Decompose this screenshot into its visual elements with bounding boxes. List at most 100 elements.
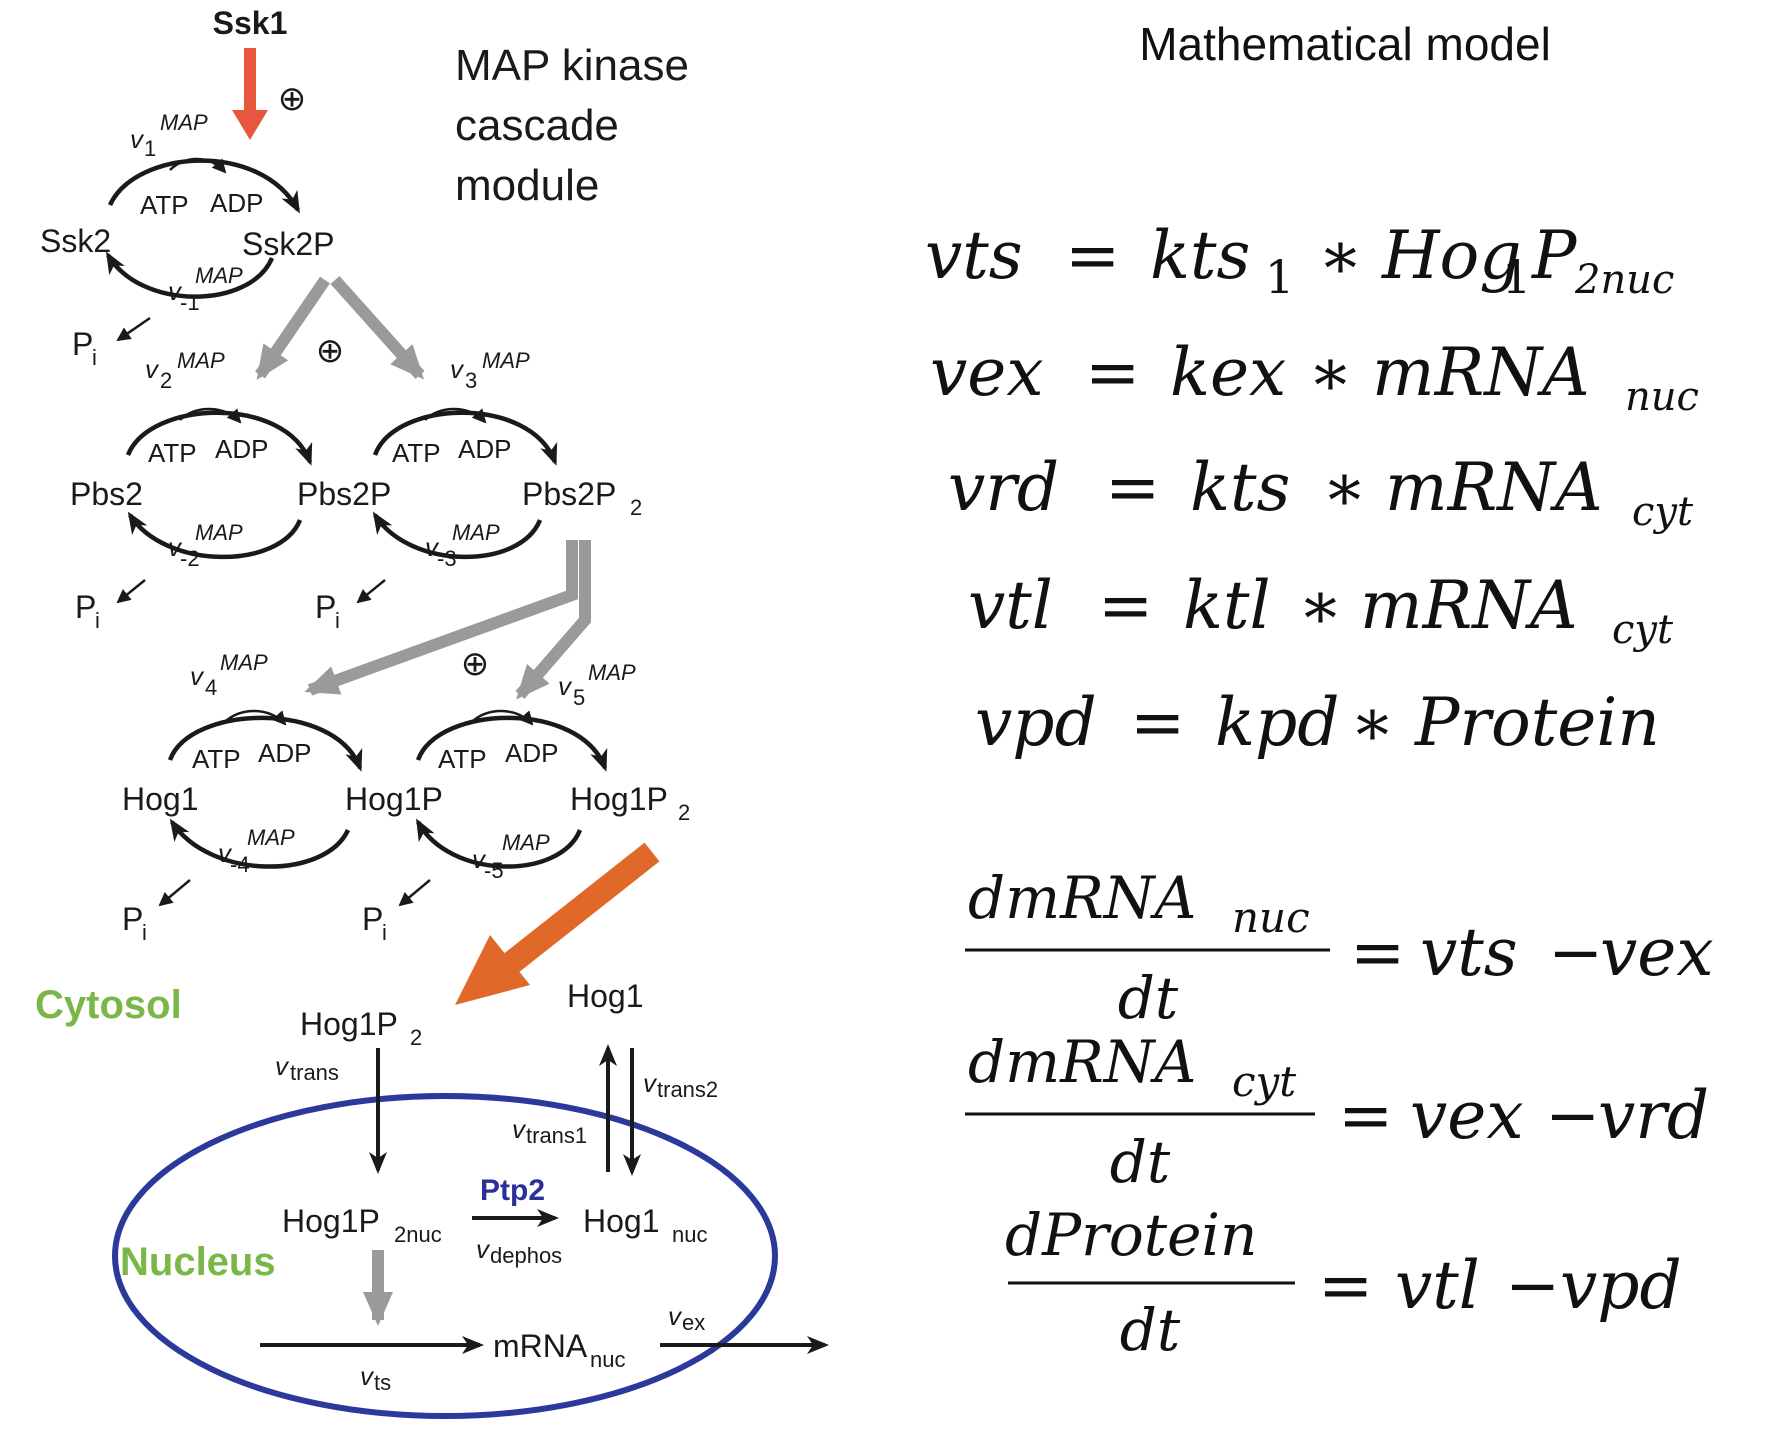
svg-text:ATP: ATP — [392, 438, 441, 468]
svg-text:vex: vex — [930, 334, 1044, 411]
hog1nuc-subscript: nuc — [672, 1222, 707, 1247]
svg-text:−: − — [1548, 914, 1603, 991]
svg-text:v: v — [190, 661, 205, 691]
svg-text:v: v — [476, 1234, 491, 1264]
svg-text:-3: -3 — [437, 546, 457, 571]
hog1p-label: Hog1P — [345, 781, 443, 817]
hog1p2nuc-subscript: 2nuc — [394, 1222, 442, 1247]
svg-text:dt: dt — [1110, 1128, 1171, 1196]
svg-text:mRNA: mRNA — [1385, 449, 1603, 526]
svg-text:∗: ∗ — [1298, 567, 1343, 644]
svg-text:cyt: cyt — [1612, 607, 1674, 653]
svg-text:i: i — [335, 608, 340, 633]
rate-equation-vtl: vtl = ktl ∗ mRNA cyt — [968, 567, 1674, 653]
svg-text:ATP: ATP — [438, 744, 487, 774]
cytosol-label: Cytosol — [35, 983, 182, 1027]
svg-text:ex: ex — [682, 1310, 705, 1335]
svg-text:P: P — [315, 589, 336, 625]
svg-text:P: P — [72, 326, 93, 362]
svg-text:MAP: MAP — [247, 825, 295, 850]
svg-text:v: v — [450, 354, 465, 384]
svg-text:dProtein: dProtein — [1005, 1201, 1257, 1269]
svg-text:=: = — [1350, 914, 1405, 991]
hog1-cycle-1: ATP ADP v 4 MAP v -4 MAP P i — [122, 650, 363, 945]
svg-text:vrd: vrd — [1598, 1077, 1709, 1154]
svg-text:=: = — [1085, 334, 1140, 411]
svg-text:vts: vts — [925, 217, 1023, 294]
svg-text:P: P — [362, 901, 383, 937]
pbs2-cycle-2: ATP ADP v 3 MAP v -3 MAP P i — [315, 348, 558, 633]
svg-text:vpd: vpd — [975, 684, 1097, 761]
translocation-arrow-head — [455, 935, 530, 1005]
svg-text:nuc: nuc — [1232, 893, 1310, 942]
svg-text:=: = — [1098, 567, 1153, 644]
svg-text:ADP: ADP — [458, 434, 511, 464]
svg-text:mRNA: mRNA — [1360, 567, 1578, 644]
hog1-label: Hog1 — [122, 781, 199, 817]
rate-equation-vpd: vpd = kpd ∗ Protein — [975, 684, 1660, 761]
svg-text:vrd: vrd — [948, 449, 1059, 526]
svg-text:cyt: cyt — [1232, 1057, 1296, 1106]
ssk1-label: Ssk1 — [213, 5, 288, 41]
svg-text:dt: dt — [1120, 1296, 1181, 1364]
svg-text:P: P — [122, 901, 143, 937]
svg-text:=: = — [1130, 684, 1185, 761]
svg-text:dmRNA: dmRNA — [968, 1028, 1196, 1096]
hog1-cycle-2: ATP ADP v 5 MAP v -5 MAP P i — [362, 660, 636, 945]
svg-text:ADP: ADP — [210, 188, 263, 218]
svg-text:−: − — [1505, 1247, 1560, 1324]
svg-text:v: v — [275, 1051, 290, 1081]
svg-text:v: v — [668, 1301, 683, 1331]
svg-text:-5: -5 — [484, 858, 504, 883]
module-title-line-2: cascade — [455, 101, 619, 150]
svg-text:=: = — [1318, 1247, 1373, 1324]
svg-text:∗: ∗ — [1308, 334, 1353, 411]
svg-text:MAP: MAP — [160, 110, 208, 135]
svg-text:−: − — [1545, 1077, 1600, 1154]
svg-text:vts: vts — [1420, 914, 1518, 991]
svg-text:v: v — [145, 354, 160, 384]
hog1p2-subscript: 2 — [678, 800, 690, 825]
svg-text:MAP: MAP — [588, 660, 636, 685]
svg-text:vex: vex — [1410, 1077, 1524, 1154]
svg-text:=: = — [1105, 449, 1160, 526]
svg-text:ADP: ADP — [505, 738, 558, 768]
ssk2-cycle: ATP ADP v 1 MAP v -1 MAP P i — [72, 110, 300, 370]
svg-text:dt: dt — [1118, 964, 1179, 1032]
svg-text:v: v — [168, 276, 183, 306]
ssk2p-label: Ssk2P — [242, 226, 334, 262]
svg-text:vtl: vtl — [1395, 1247, 1480, 1324]
pbs2-label: Pbs2 — [70, 476, 143, 512]
svg-text:vtl: vtl — [968, 567, 1053, 644]
svg-text:4: 4 — [205, 675, 217, 700]
svg-text:-1: -1 — [180, 290, 200, 315]
svg-text:ATP: ATP — [148, 438, 197, 468]
svg-text:ktl: ktl — [1183, 567, 1271, 644]
svg-text:MAP: MAP — [482, 348, 530, 373]
ode-mrna-cyt: dmRNA cyt dt = vex − vrd — [965, 1028, 1709, 1196]
hog1p2-cytosol-label: Hog1P — [300, 1006, 398, 1042]
ssk1-activation-arrow-head — [232, 110, 268, 140]
svg-text:kex: kex — [1170, 334, 1286, 411]
svg-text:trans2: trans2 — [657, 1077, 718, 1102]
svg-text:vex: vex — [1600, 914, 1714, 991]
svg-text:2nuc: 2nuc — [1574, 257, 1674, 303]
svg-text:trans: trans — [290, 1060, 339, 1085]
module-title-line-1: MAP kinase — [455, 41, 689, 90]
nucleus-label: Nucleus — [120, 1240, 276, 1284]
svg-text:v: v — [643, 1068, 658, 1098]
pbs2p2-label: Pbs2P — [522, 476, 616, 512]
pbs2p2-subscript: 2 — [630, 495, 642, 520]
svg-text:2: 2 — [160, 368, 172, 393]
svg-text:v: v — [512, 1114, 527, 1144]
svg-text:P: P — [1531, 217, 1578, 294]
ode-protein: dProtein dt = vtl − vpd — [1005, 1201, 1682, 1364]
svg-text:kpd: kpd — [1215, 684, 1340, 761]
svg-text:=: = — [1338, 1077, 1393, 1154]
svg-text:Hog: Hog — [1381, 217, 1522, 294]
hog1-cytosol-label: Hog1 — [567, 978, 644, 1014]
page-title: Mathematical model — [1139, 18, 1551, 70]
svg-text:∗: ∗ — [1322, 449, 1367, 526]
